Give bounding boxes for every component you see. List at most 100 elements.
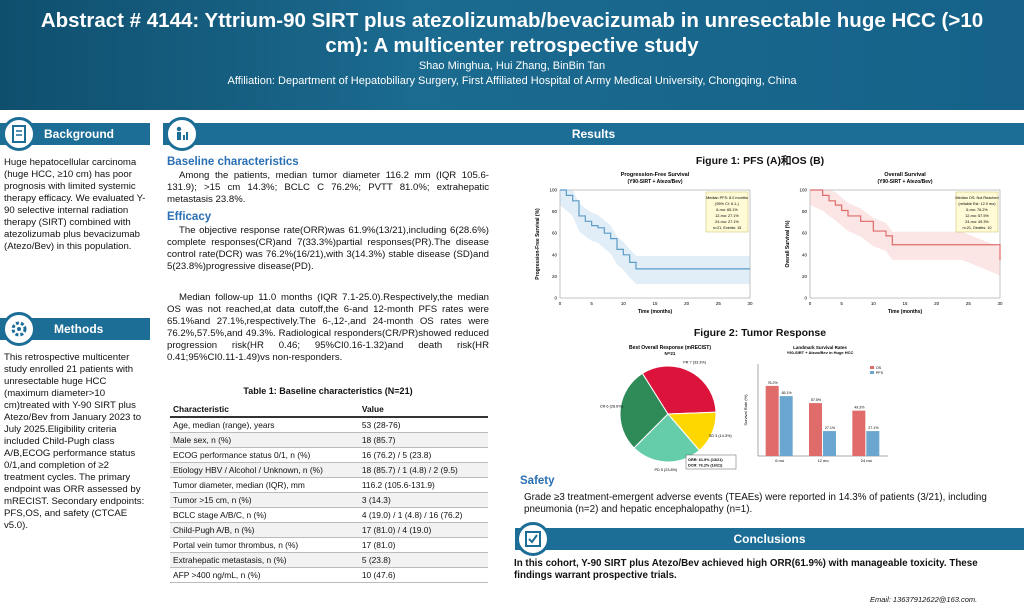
legend-label: OS <box>876 366 882 370</box>
y-tick-label: 100 <box>799 188 807 193</box>
stats-box-line: n=21, Events: 15 <box>713 226 742 230</box>
y-tick-label: 0 <box>554 296 557 301</box>
x-tick-label: 10 <box>871 301 877 306</box>
table-cell-characteristic: Etiology HBV / Alcohol / Unknown, n (%) <box>170 462 359 478</box>
table-cell-characteristic: Child-Pugh A/B, n (%) <box>170 522 359 538</box>
table-cell-characteristic: ECOG performance status 0/1, n (%) <box>170 447 359 463</box>
table-cell-characteristic: BCLC stage A/B/C, n (%) <box>170 507 359 523</box>
table-cell-value: 5 (23.8) <box>358 552 488 568</box>
background-heading: Background <box>44 127 115 141</box>
background-heading-bar: Background <box>0 123 150 145</box>
table-cell-characteristic: Male sex, n (%) <box>170 432 359 448</box>
baseline-table: Characteristic Value Age, median (range)… <box>170 402 488 583</box>
x-tick-label: 25 <box>966 301 972 306</box>
affiliation: Affiliation: Department of Hepatobiliary… <box>227 75 797 87</box>
stats-box-line: 6-mo: 65.1% <box>716 208 738 212</box>
table-cell-value: 53 (28-76) <box>358 417 488 433</box>
x-tick-label: 30 <box>747 301 753 306</box>
confidence-band <box>560 190 750 284</box>
legend-label: PFS <box>876 371 884 375</box>
table-cell-value: 18 (85.7) / 1 (4.8) / 2 (9.5) <box>358 462 488 478</box>
x-tick-label: 15 <box>902 301 908 306</box>
stats-box-line: 12-mo: 27.1% <box>715 214 739 218</box>
bar-value-label: 65.1% <box>782 391 793 395</box>
legend-swatch <box>870 366 874 369</box>
bar-category-label: 24 mo <box>861 458 873 463</box>
x-tick-label: 5 <box>590 301 593 306</box>
table-row: ECOG performance status 0/1, n (%) 16 (76… <box>170 447 488 463</box>
table-cell-value: 4 (19.0) / 1 (4.8) / 16 (76.2) <box>358 507 488 523</box>
stats-box <box>705 191 749 233</box>
y-tick-label: 40 <box>802 252 808 257</box>
bar-category-label: 6 mo <box>775 458 785 463</box>
stats-box-line: 24-mo: 27.1% <box>715 220 739 224</box>
pie-note-line: ORR: 61.9% (13/21) <box>688 458 723 462</box>
bar-y-axis-label: Survival Rate (%) <box>743 394 748 426</box>
efficacy-text-2: Median follow-up 11.0 months (IQR 7.1-25… <box>167 292 489 363</box>
pie-slice-label: PD 5 (23.8%) <box>654 468 678 472</box>
table-cell-characteristic: Tumor >15 cm, n (%) <box>170 492 359 508</box>
x-tick-label: 5 <box>840 301 843 306</box>
y-tick-label: 60 <box>552 231 558 236</box>
figure1-title: Figure 1: PFS (A)和OS (B) <box>695 155 825 167</box>
pie-slice-label: SD 3 (14.3%) <box>709 434 733 438</box>
efficacy-heading: Efficacy <box>167 211 212 223</box>
efficacy-text-1: The objective response rate(ORR)was 61.9… <box>167 225 489 272</box>
table-row: AFP >400 ng/mL, n (%) 10 (47.6) <box>170 567 488 583</box>
table-cell-characteristic: Extrahepatic metastasis, n (%) <box>170 552 359 568</box>
pie-slice <box>619 372 669 449</box>
bar-value-label: 57.5% <box>811 398 822 402</box>
y-tick-label: 40 <box>552 252 558 257</box>
authors: Shao Minghua, Hui Zhang, BinBin Tan <box>418 60 606 72</box>
pie-slice <box>641 365 717 415</box>
table-cell-value: 16 (76.2) / 5 (23.8) <box>358 447 488 463</box>
baseline-heading: Baseline characteristics <box>167 156 299 168</box>
bar-value-label: 76.2% <box>768 381 779 385</box>
table-header-row: Characteristic Value <box>170 402 488 418</box>
y-axis-label: Progression-Free Survival (%) <box>535 208 541 280</box>
survival-curve <box>560 189 750 270</box>
response-pie-chart: Best Overall Response (mRECIST)N=21 CR 6 … <box>600 345 737 472</box>
y-tick-label: 60 <box>802 231 808 236</box>
x-axis-label: Time (months) <box>888 309 923 315</box>
km-title: Overall Survival <box>884 172 926 178</box>
pie-slice <box>633 413 701 463</box>
x-tick-label: 15 <box>652 301 658 306</box>
pie-note-line: DCR: 76.2% (16/21) <box>688 464 723 468</box>
km-subtitle: (Y90-SIRT + Atezo/Bev) <box>878 179 933 185</box>
legend-swatch <box>870 371 874 374</box>
bar-pfs <box>866 431 880 456</box>
table-row: Child-Pugh A/B, n (%) 17 (81.0) / 4 (19.0… <box>170 522 488 538</box>
stats-box <box>955 191 999 233</box>
km-subtitle: (Y90-SIRT + Atezo/Bev) <box>628 179 683 185</box>
y-axis-label: Overall Survival (%) <box>785 220 791 267</box>
table-row: Male sex, n (%) 18 (85.7) <box>170 432 488 448</box>
bar-value-label: 27.1% <box>868 426 879 430</box>
baseline-text: Among the patients, median tumor diamete… <box>167 170 489 205</box>
table-header-characteristic: Characteristic <box>170 402 359 418</box>
bar-category-label: 12 mo <box>817 458 829 463</box>
x-tick-label: 30 <box>997 301 1003 306</box>
bar-os <box>765 385 779 456</box>
stats-box-line: 24-mo: 49.3% <box>965 220 989 224</box>
bar-value-label: 49.3% <box>854 406 865 410</box>
plot-frame <box>809 189 1001 299</box>
x-tick-label: 20 <box>684 301 690 306</box>
table-cell-value: 116.2 (105.6-131.9) <box>358 477 488 493</box>
table-row: Etiology HBV / Alcohol / Unknown, n (%) 1… <box>170 462 488 478</box>
table-header-value: Value <box>358 402 488 418</box>
plot-frame <box>559 189 751 299</box>
y-tick-label: 80 <box>802 209 808 214</box>
stats-box-line: 12-mo: 57.5% <box>965 214 989 218</box>
x-tick-label: 0 <box>809 301 812 306</box>
confidence-band <box>810 190 1000 276</box>
os-chart: Overall Survival(Y90-SIRT + Atezo/Bev) 0 5… <box>785 172 1003 315</box>
x-tick-label: 10 <box>621 301 627 306</box>
pie-note-box <box>685 454 737 470</box>
x-tick-label: 25 <box>716 301 722 306</box>
y-tick-label: 80 <box>552 209 558 214</box>
gears-icon <box>2 312 36 346</box>
poster-title: Abstract # 4144: Yttrium-90 SIRT plus at… <box>40 9 984 57</box>
pfs-chart: Progression-Free Survival(Y90-SIRT + Ate… <box>535 172 753 315</box>
